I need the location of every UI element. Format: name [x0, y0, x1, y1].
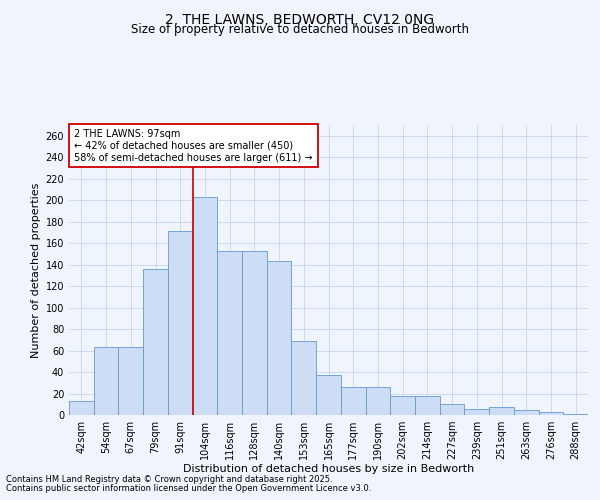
Bar [341, 387, 365, 415]
Text: 2 THE LAWNS: 97sqm
← 42% of detached houses are smaller (450)
58% of semi-detach: 2 THE LAWNS: 97sqm ← 42% of detached hou… [74, 130, 313, 162]
Bar [143, 269, 168, 415]
Text: Contains HM Land Registry data © Crown copyright and database right 2025.: Contains HM Land Registry data © Crown c… [6, 476, 332, 484]
Bar [267, 262, 292, 415]
Text: Contains public sector information licensed under the Open Government Licence v3: Contains public sector information licen… [6, 484, 371, 493]
Bar [365, 387, 390, 415]
Bar [464, 408, 489, 415]
Bar [242, 250, 267, 415]
Bar [514, 410, 539, 415]
Bar [217, 250, 242, 415]
Bar [168, 232, 193, 415]
Bar [118, 348, 143, 415]
Bar [539, 412, 563, 415]
Text: 2, THE LAWNS, BEDWORTH, CV12 0NG: 2, THE LAWNS, BEDWORTH, CV12 0NG [166, 12, 434, 26]
Bar [193, 197, 217, 415]
Bar [563, 414, 588, 415]
Bar [69, 401, 94, 415]
Bar [94, 348, 118, 415]
Text: Size of property relative to detached houses in Bedworth: Size of property relative to detached ho… [131, 22, 469, 36]
Bar [440, 404, 464, 415]
Bar [390, 396, 415, 415]
Bar [292, 341, 316, 415]
X-axis label: Distribution of detached houses by size in Bedworth: Distribution of detached houses by size … [183, 464, 474, 473]
Bar [415, 396, 440, 415]
Bar [316, 376, 341, 415]
Bar [489, 408, 514, 415]
Y-axis label: Number of detached properties: Number of detached properties [31, 182, 41, 358]
